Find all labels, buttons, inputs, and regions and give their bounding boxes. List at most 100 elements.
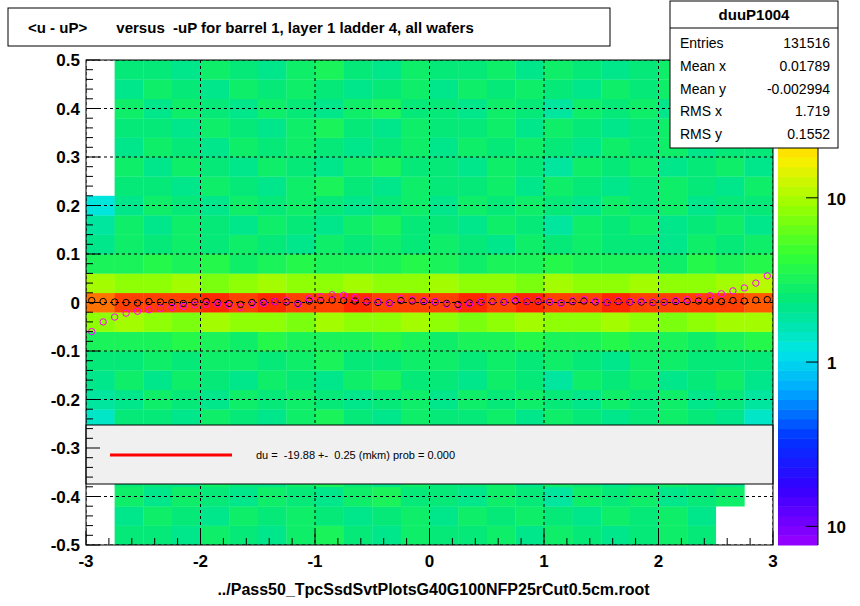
colorbar-step [778,206,818,216]
stats-value: 0.1552 [787,126,830,142]
heat-cell [401,506,430,526]
profile-point [764,273,770,279]
heat-cell [201,332,230,352]
heat-cell [458,235,487,255]
y-tick-label: -0.4 [51,488,81,507]
y-tick [86,496,100,497]
profile-point [421,298,427,304]
heat-cell [344,370,373,390]
heat-cell [744,332,773,352]
heat-cell [716,312,745,332]
heat-cell [515,332,544,352]
y-minor-tick [86,234,93,235]
y-tick [86,448,100,449]
profile-point [764,296,770,302]
x-tick-label: 0 [425,552,434,571]
y-minor-tick [86,486,93,487]
heat-cell [458,370,487,390]
heat-cell [487,157,516,177]
heat-cell [372,526,401,545]
heat-cell [716,254,745,274]
profile-point [111,314,117,320]
heat-cell [401,370,430,390]
y-minor-tick [86,69,93,70]
heat-cell [687,176,716,196]
heat-cell [286,351,315,371]
colorbar-step [778,429,818,439]
profile-point [363,297,369,303]
heat-cell [172,254,201,274]
profile-point [157,299,163,305]
heat-cell [344,215,373,235]
heat-cell [659,506,688,526]
y-minor-tick [86,263,93,264]
heat-cell [143,254,172,274]
heat-cell [744,370,773,390]
heat-cell [229,215,258,235]
x-tick [86,531,87,545]
heat-cell [115,332,144,352]
heat-cell [258,235,287,255]
profile-point [260,300,266,306]
grid-line [86,302,773,303]
colorbar-step [778,458,818,468]
heat-cell [458,79,487,99]
colorbar-step [778,419,818,429]
profile-point [615,297,621,303]
heat-cell [515,254,544,274]
profile-point [226,302,232,308]
heat-cell [315,215,344,235]
heat-cell [630,235,659,255]
heat-cell [401,254,430,274]
heat-cell [601,118,630,138]
profile-point [627,299,633,305]
heat-cell [344,235,373,255]
heat-cell [716,176,745,196]
profile-point [627,298,633,304]
profile-point [489,298,495,304]
heat-cell [201,351,230,371]
heat-cell [487,254,516,274]
heat-cell [744,235,773,255]
heat-cell [344,254,373,274]
heat-cell [430,332,459,352]
heat-cell [372,235,401,255]
y-tick [86,108,100,109]
fit-legend-line [110,454,232,457]
profile-point [318,293,324,299]
profile-point [134,300,140,306]
y-minor-tick [86,283,93,284]
colorbar-step [778,322,818,332]
stats-value: 131516 [783,35,830,51]
heat-cell [515,176,544,196]
heat-cell [286,273,315,293]
y-minor-tick [86,79,93,80]
heat-cell [143,526,172,545]
stats-label: RMS x [680,103,722,119]
heat-cell [201,79,230,99]
heat-cell [487,293,516,313]
chart-wrap: du = -19.88 +- 0.25 (mkm) prob = 0.000-3… [0,0,860,606]
heat-cell [344,526,373,545]
heat-cell [601,254,630,274]
heat-cell [258,273,287,293]
heat-cell [601,79,630,99]
heat-cell [515,370,544,390]
heat-cell [401,332,430,352]
colorbar-step [778,283,818,293]
heat-cell [115,118,144,138]
colorbar-tick [806,526,818,527]
heat-cell [143,138,172,158]
y-minor-tick [86,312,93,313]
colorbar-step [778,312,818,322]
y-minor-tick [86,176,93,177]
heat-cell [115,254,144,274]
profile-point [592,299,598,305]
colorbar-step [778,332,818,342]
heat-cell [573,254,602,274]
y-minor-tick [86,380,93,381]
profile-point [272,298,278,304]
x-minor-tick [360,538,361,545]
heat-cell [315,312,344,332]
heat-cell [344,157,373,177]
